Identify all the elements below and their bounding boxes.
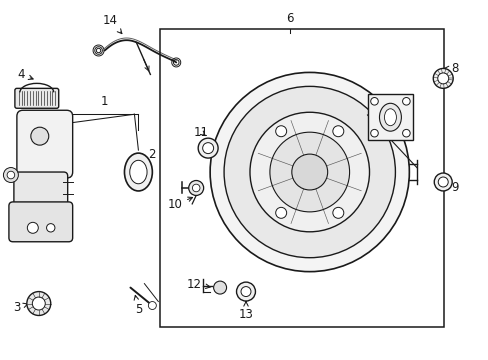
Text: 14: 14 xyxy=(103,14,122,33)
Circle shape xyxy=(241,287,250,297)
Circle shape xyxy=(27,222,38,233)
Ellipse shape xyxy=(379,103,401,131)
FancyBboxPatch shape xyxy=(14,172,67,212)
Circle shape xyxy=(7,171,15,179)
Text: 10: 10 xyxy=(167,197,192,211)
Circle shape xyxy=(210,72,408,272)
Circle shape xyxy=(32,297,45,310)
Circle shape xyxy=(402,129,409,137)
Circle shape xyxy=(3,167,19,183)
Circle shape xyxy=(224,86,395,258)
Circle shape xyxy=(437,177,447,187)
Circle shape xyxy=(46,224,55,232)
Text: 5: 5 xyxy=(134,296,142,315)
Circle shape xyxy=(148,302,156,310)
Circle shape xyxy=(192,184,200,192)
Text: 3: 3 xyxy=(14,301,28,314)
Ellipse shape xyxy=(31,127,49,145)
Circle shape xyxy=(332,207,343,218)
Text: 11: 11 xyxy=(193,126,208,139)
Circle shape xyxy=(291,154,327,190)
Circle shape xyxy=(236,282,255,301)
Circle shape xyxy=(402,98,409,105)
Text: 13: 13 xyxy=(238,302,253,320)
Circle shape xyxy=(198,138,218,158)
Text: 4: 4 xyxy=(17,68,33,81)
Text: 1: 1 xyxy=(100,95,107,108)
Circle shape xyxy=(370,98,378,105)
FancyBboxPatch shape xyxy=(9,202,73,242)
Text: 7: 7 xyxy=(331,104,363,118)
Circle shape xyxy=(370,129,378,137)
Circle shape xyxy=(437,73,448,84)
Bar xyxy=(367,94,412,140)
Circle shape xyxy=(269,132,349,212)
Circle shape xyxy=(249,112,369,232)
Circle shape xyxy=(275,126,286,137)
Circle shape xyxy=(188,180,203,195)
Circle shape xyxy=(432,68,452,88)
Circle shape xyxy=(433,173,451,191)
Text: 2: 2 xyxy=(142,148,156,161)
Circle shape xyxy=(213,281,226,294)
Ellipse shape xyxy=(384,109,396,126)
Ellipse shape xyxy=(124,153,152,191)
Text: 9: 9 xyxy=(445,181,458,194)
Bar xyxy=(160,28,443,328)
Ellipse shape xyxy=(129,160,147,184)
FancyBboxPatch shape xyxy=(17,110,73,178)
FancyBboxPatch shape xyxy=(15,88,59,108)
Circle shape xyxy=(202,143,213,154)
Text: 12: 12 xyxy=(187,278,210,291)
Circle shape xyxy=(27,292,51,315)
Circle shape xyxy=(275,207,286,218)
Circle shape xyxy=(332,126,343,137)
Text: 8: 8 xyxy=(444,62,458,75)
Text: 6: 6 xyxy=(285,12,293,24)
